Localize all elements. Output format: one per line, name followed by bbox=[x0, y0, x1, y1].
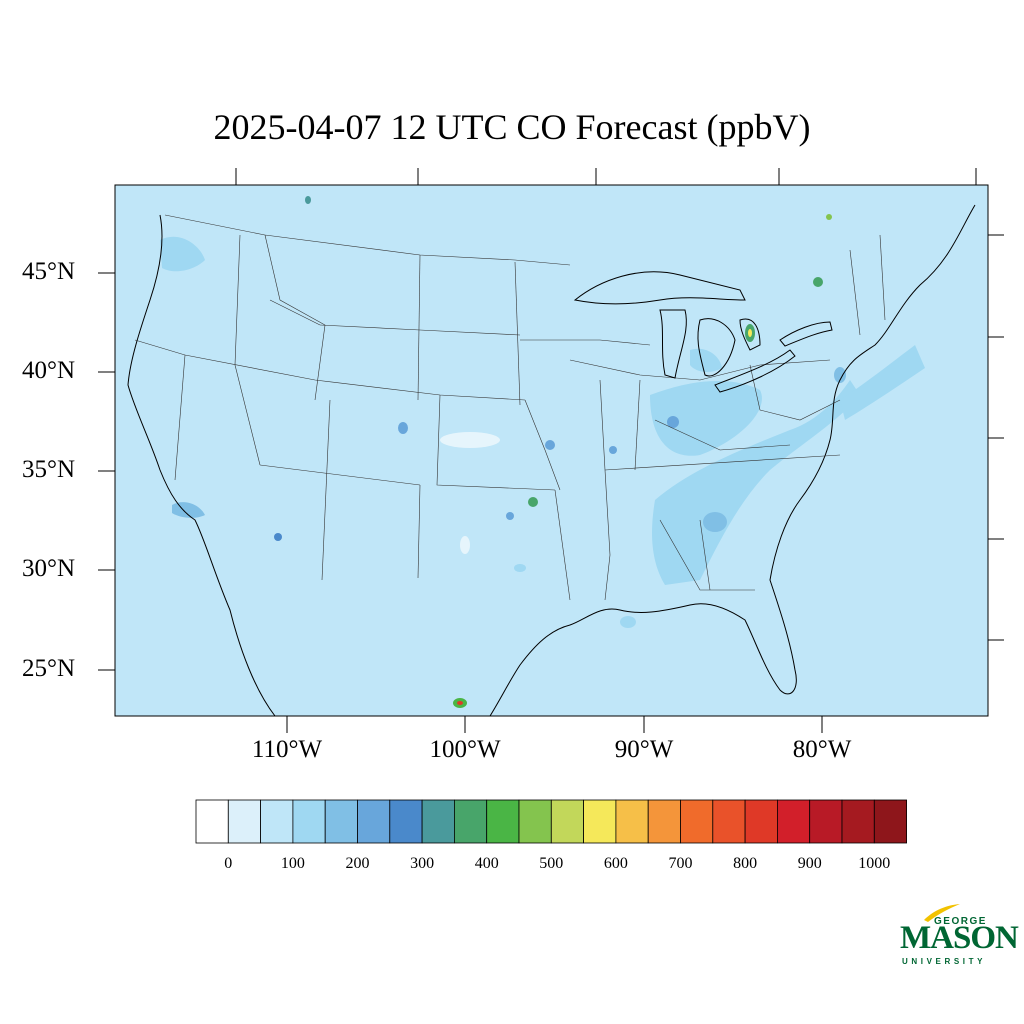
colorbar-tick-label: 500 bbox=[539, 855, 564, 872]
bottom-tick-marks bbox=[286, 716, 823, 733]
lon-label-100w: 100°W bbox=[429, 736, 501, 763]
colorbar-swatch bbox=[357, 799, 391, 844]
colorbar-swatch bbox=[550, 799, 584, 844]
co-patch-indianapolis bbox=[667, 416, 679, 428]
gmu-logo: GEORGE MASON UNIVERSITY bbox=[896, 902, 1019, 972]
lat-label-25: 25°N bbox=[22, 655, 76, 682]
co-patch-memphis bbox=[609, 446, 617, 454]
lon-label-110w: 110°W bbox=[251, 736, 323, 763]
map-background bbox=[114, 184, 989, 717]
co-patch-seattle bbox=[160, 236, 205, 272]
colorbar-tick-label: 900 bbox=[797, 855, 822, 872]
lat-label-40: 40°N bbox=[22, 357, 76, 384]
colorbar-tick-label: 400 bbox=[474, 855, 499, 872]
colorbar-swatch bbox=[647, 799, 681, 844]
co-patch-southeast bbox=[652, 380, 860, 585]
co-patch-mexico-core bbox=[457, 701, 463, 705]
colorbar-swatch bbox=[583, 799, 617, 844]
top-tick-marks bbox=[235, 168, 977, 185]
co-patch-atlantic bbox=[840, 345, 925, 420]
colorbar-swatch bbox=[453, 799, 488, 844]
co-patch-stlouis bbox=[545, 440, 555, 450]
colorbar-tick-label: 600 bbox=[603, 855, 628, 872]
colorbar-swatch bbox=[389, 799, 423, 844]
colorbar bbox=[195, 799, 907, 844]
state-boundaries bbox=[134, 214, 886, 601]
co-patch-houston bbox=[514, 564, 526, 572]
colorbar-swatch bbox=[421, 799, 455, 844]
co-concentration-patches bbox=[160, 196, 925, 708]
co-patch-kansas-clear bbox=[440, 432, 500, 448]
chart-title: 2025-04-07 12 UTC CO Forecast (ppbV) bbox=[213, 107, 811, 147]
colorbar-swatch bbox=[777, 799, 811, 844]
co-patch-nyc bbox=[834, 367, 846, 383]
co-patch-okc bbox=[506, 512, 514, 520]
colorbar-tick-label: 100 bbox=[280, 855, 305, 872]
logo-line1: GEORGE bbox=[934, 916, 987, 927]
coastlines bbox=[127, 204, 976, 717]
lat-label-30: 30°N bbox=[22, 555, 76, 582]
colorbar-swatch bbox=[486, 799, 520, 844]
co-patch-phoenix bbox=[274, 533, 282, 541]
colorbar-swatch bbox=[841, 799, 875, 844]
colorbar-swatch bbox=[195, 799, 229, 844]
co-patch-tulsa bbox=[528, 497, 538, 507]
lon-label-80w: 80°W bbox=[792, 736, 852, 763]
co-patch-texas-clear bbox=[460, 536, 470, 554]
lat-label-45: 45°N bbox=[22, 258, 76, 285]
colorbar-swatch bbox=[324, 799, 358, 844]
colorbar-swatch bbox=[809, 799, 843, 844]
colorbar-tick-label: 200 bbox=[345, 855, 370, 872]
co-patch-upper-ohio bbox=[690, 348, 722, 372]
co-patch-denver bbox=[398, 422, 408, 434]
colorbar-swatch bbox=[518, 799, 552, 844]
colorbar-tick-label: 1000 bbox=[858, 855, 891, 872]
colorbar-swatch bbox=[712, 799, 746, 844]
logo-swoosh-icon bbox=[924, 904, 960, 922]
logo-line3: UNIVERSITY bbox=[902, 957, 987, 966]
colorbar-tick-label: 800 bbox=[733, 855, 758, 872]
lon-label-90w: 90°W bbox=[614, 736, 674, 763]
co-patch-atlanta bbox=[703, 512, 727, 532]
colorbar-swatch bbox=[873, 799, 907, 844]
right-tick-marks bbox=[988, 234, 1004, 641]
colorbar-tick-label: 0 bbox=[224, 855, 233, 872]
colorbar-tick-label: 300 bbox=[410, 855, 435, 872]
lat-label-35: 35°N bbox=[22, 456, 76, 483]
co-patch-idaho bbox=[305, 196, 311, 204]
colorbar-tick-label: 700 bbox=[668, 855, 693, 872]
great-lakes bbox=[573, 271, 833, 393]
colorbar-swatch bbox=[744, 799, 778, 844]
colorbar-swatch bbox=[615, 799, 649, 844]
colorbar-swatch bbox=[227, 799, 262, 844]
co-patch-sarnia-core bbox=[748, 329, 752, 337]
co-patch-ohio-valley bbox=[650, 380, 762, 456]
colorbar-swatch bbox=[680, 799, 714, 844]
colorbar-swatch bbox=[260, 799, 294, 844]
co-patch-quebec bbox=[826, 214, 832, 220]
co-patch-orleans bbox=[620, 616, 636, 628]
co-patch-montreal bbox=[813, 277, 823, 287]
logo-line2: MASON bbox=[900, 920, 1019, 956]
colorbar-swatch bbox=[292, 799, 326, 844]
left-tick-marks bbox=[98, 272, 115, 671]
